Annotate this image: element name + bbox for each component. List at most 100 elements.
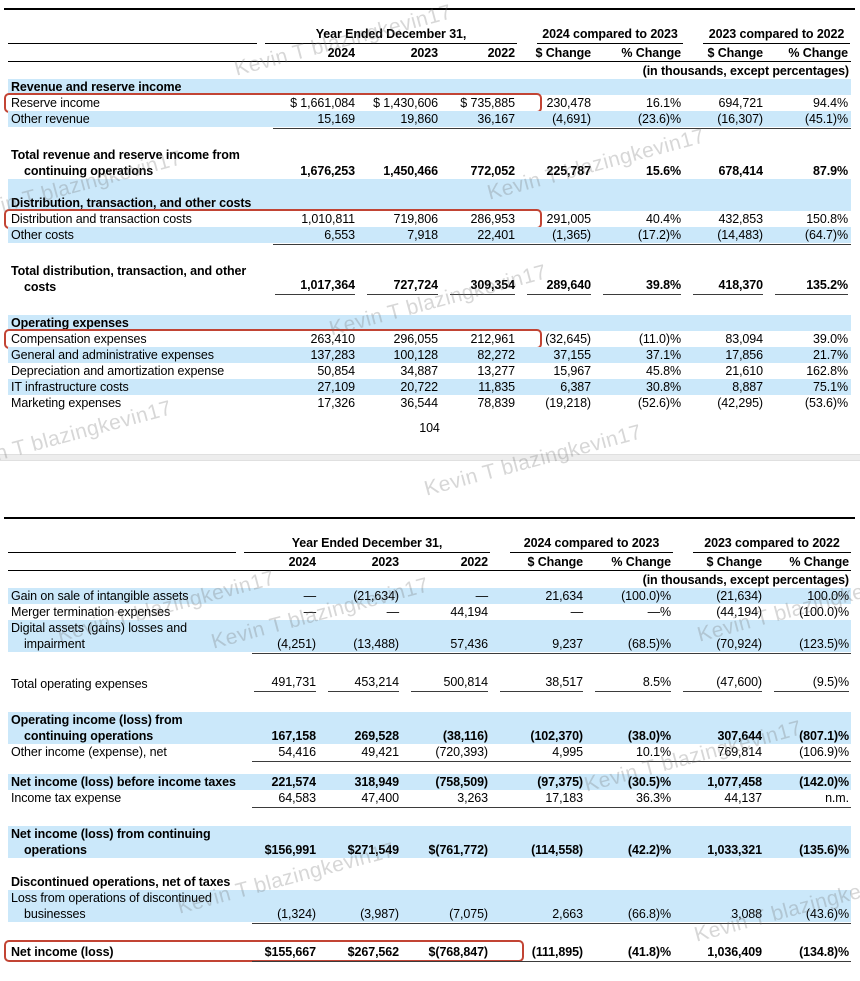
- page-number: 104: [419, 421, 440, 435]
- value-cell: (100.0)%: [621, 589, 671, 603]
- row-label: Depreciation and amortization expense: [11, 364, 225, 378]
- blank-row: [8, 692, 851, 712]
- value-cell: (97,375): [537, 775, 583, 789]
- row-label: Loss from operations of discontinued bus…: [11, 891, 212, 921]
- value-cell: $271,549: [347, 843, 399, 857]
- section-header-row: Discontinued operations, net of taxes: [8, 858, 851, 890]
- value-cell: 269,528: [354, 729, 400, 743]
- underline-segment: 491,731: [254, 674, 316, 692]
- value-cell: $(768,847): [428, 945, 489, 959]
- row-label: Compensation expenses: [11, 332, 147, 346]
- value-cell: (102,370): [530, 729, 583, 743]
- group-year-ended: Year Ended December 31,: [244, 535, 490, 553]
- value-cell: $ 735,885: [460, 96, 515, 110]
- value-cell: 150.8%: [806, 212, 848, 226]
- row-label: Total operating expenses: [11, 677, 148, 691]
- label-column-rule: [8, 533, 236, 553]
- value-cell: (64.7)%: [804, 228, 848, 242]
- value-cell: (30.5)%: [627, 775, 671, 789]
- value-cell: (32,645): [545, 332, 591, 346]
- row-label: Total revenue and reserve income from co…: [11, 148, 240, 178]
- value-cell: 6,553: [324, 228, 355, 242]
- row-label: Net income (loss) before income taxes: [11, 775, 236, 789]
- table-row: Gain on sale of intangible assets — (21,63…: [8, 588, 851, 604]
- value-cell: 291,005: [546, 212, 592, 226]
- value-cell: 75.1%: [813, 380, 848, 394]
- value-cell: $ 1,430,606: [373, 96, 438, 110]
- row-label: Merger termination expenses: [11, 605, 171, 619]
- value-cell: 500,814: [401, 674, 490, 692]
- value-cell: 100.0%: [807, 589, 849, 603]
- value-cell: 100,128: [393, 348, 439, 362]
- row-label: Operating income (loss) from continuing …: [11, 713, 183, 743]
- blank-row: [8, 806, 851, 826]
- row-label: Revenue and reserve income: [11, 80, 182, 94]
- value-cell: (9.5)%: [764, 674, 851, 692]
- value-cell: (21,634): [716, 589, 762, 603]
- column-header: 2022: [487, 46, 516, 60]
- column-header: % Change: [788, 46, 848, 60]
- table-row: Merger termination expenses — — 44,194 — —% (4…: [8, 604, 851, 620]
- column-header-row: 2024 2023 2022 $ Change % Change $ Change % Ch…: [8, 44, 851, 62]
- label-column-rule: [8, 24, 257, 44]
- value-cell: 17,183: [545, 791, 583, 805]
- column-header: % Change: [789, 555, 849, 569]
- value-cell: 39.0%: [813, 332, 848, 346]
- watermark: Kevin T blazingkevin17: [0, 396, 175, 477]
- value-cell: $156,991: [264, 843, 316, 857]
- value-cell: 221,574: [271, 775, 317, 789]
- column-header: $ Change: [535, 46, 592, 60]
- value-cell: (66.8)%: [627, 907, 671, 921]
- value-cell: 7,918: [407, 228, 438, 242]
- value-cell: 491,731: [244, 674, 318, 692]
- value-cell: 1,676,253: [300, 164, 355, 178]
- value-cell: 11,835: [478, 380, 515, 394]
- table-row: Reserve income $ 1,661,084 $ 1,430,606 $ 73…: [4, 93, 851, 113]
- income-statement-table-bottom: Year Ended December 31, 2024 compared to …: [4, 517, 855, 962]
- value-cell: 167,158: [271, 729, 317, 743]
- value-cell: 225,787: [546, 164, 592, 178]
- value-cell: 212,961: [470, 332, 516, 346]
- value-cell: 263,410: [310, 332, 356, 346]
- row-label: IT infrastructure costs: [11, 380, 129, 394]
- value-cell: (17.2)%: [637, 228, 681, 242]
- section-header-row: Revenue and reserve income: [8, 79, 851, 95]
- blank-row: [8, 127, 851, 147]
- column-header: $ Change: [707, 46, 764, 60]
- row-label: Other income (expense), net: [11, 745, 167, 759]
- value-cell: 9,237: [552, 637, 583, 651]
- value-cell: (19,218): [545, 396, 591, 410]
- value-cell: 87.9%: [813, 164, 848, 178]
- value-cell: —: [303, 589, 317, 603]
- value-cell: 318,949: [354, 775, 400, 789]
- table-row: Digital assets (gains) losses and impair…: [8, 620, 851, 654]
- row-label: Distribution, transaction, and other cos…: [11, 196, 252, 210]
- value-cell: 694,721: [718, 96, 764, 110]
- row-label: Other costs: [11, 228, 74, 242]
- column-header: $ Change: [706, 555, 763, 569]
- value-cell: (23.6)%: [637, 112, 681, 126]
- blank-row: [8, 760, 851, 774]
- table-row: Total revenue and reserve income from co…: [8, 147, 851, 179]
- value-cell: (3,987): [360, 907, 399, 921]
- column-header: 2024: [327, 46, 356, 60]
- value-cell: 21.7%: [813, 348, 848, 362]
- value-cell: 49,421: [361, 745, 399, 759]
- underline-segment: 289,640: [527, 277, 591, 295]
- value-cell: (38,116): [442, 729, 488, 743]
- value-cell: 1,450,466: [383, 164, 438, 178]
- row-label: Other revenue: [11, 112, 90, 126]
- value-cell: 36,167: [477, 112, 515, 126]
- table-row: Marketing expenses 17,326 36,544 78,839 (19,…: [8, 395, 851, 411]
- underline-segment: 8.5%: [595, 674, 671, 692]
- value-cell: 64,583: [278, 791, 316, 805]
- section-header-row: Operating expenses: [8, 315, 851, 331]
- value-cell: (38.0)%: [627, 729, 671, 743]
- underline-segment: (47,600): [683, 674, 762, 692]
- underline-segment: 135.2%: [775, 277, 848, 295]
- row-label: Discontinued operations, net of taxes: [11, 875, 231, 889]
- blank-row: [8, 922, 851, 942]
- value-cell: 38,517: [490, 674, 585, 692]
- value-cell: (70,924): [716, 637, 762, 651]
- value-cell: (114,558): [531, 843, 583, 857]
